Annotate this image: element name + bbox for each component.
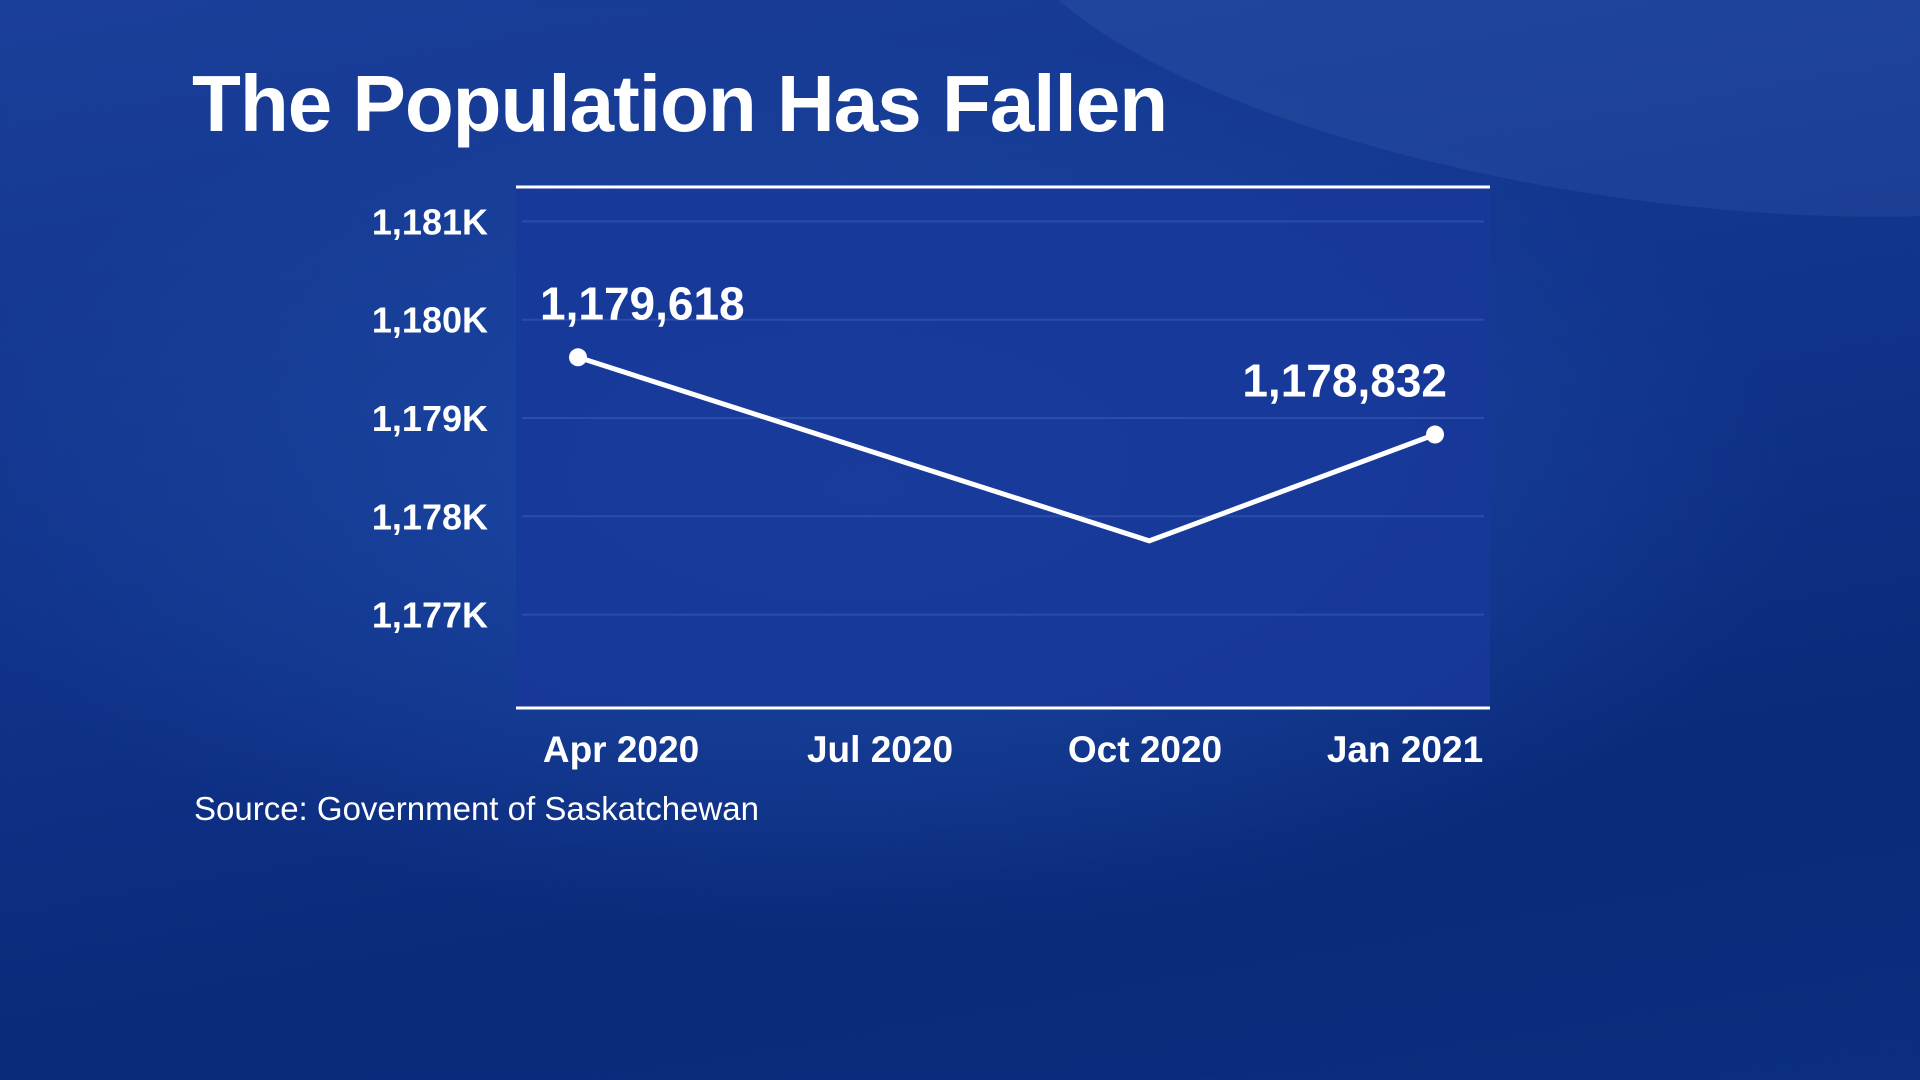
x-tick-label: Jul 2020 xyxy=(807,729,953,770)
gridlines xyxy=(522,220,1484,616)
y-tick-label: 1,177K xyxy=(372,595,488,636)
data-label: 1,178,832 xyxy=(1242,355,1447,407)
x-tick-label: Oct 2020 xyxy=(1068,729,1222,770)
y-axis-ticks: 1,177K 1,178K 1,179K 1,180K 1,181K xyxy=(372,201,488,635)
source-note: Source: Government of Saskatchewan xyxy=(194,790,759,827)
x-axis-ticks: Apr 2020 Jul 2020 Oct 2020 Jan 2021 xyxy=(543,729,1483,770)
x-tick-label: Jan 2021 xyxy=(1327,729,1483,770)
y-tick-label: 1,179K xyxy=(372,398,488,439)
data-label: 1,179,618 xyxy=(540,277,745,329)
series-population xyxy=(569,348,1444,544)
data-labels: 1,179,618 1,178,832 xyxy=(540,277,1447,406)
y-tick-label: 1,181K xyxy=(372,201,488,242)
series-line xyxy=(577,354,1436,544)
chart-title: The Population Has Fallen xyxy=(192,59,1168,148)
y-tick-label: 1,180K xyxy=(372,300,488,341)
plot-area xyxy=(516,187,1490,708)
data-point xyxy=(1426,425,1444,444)
x-tick-label: Apr 2020 xyxy=(543,729,699,770)
y-tick-label: 1,178K xyxy=(372,496,488,537)
data-point xyxy=(569,348,587,367)
